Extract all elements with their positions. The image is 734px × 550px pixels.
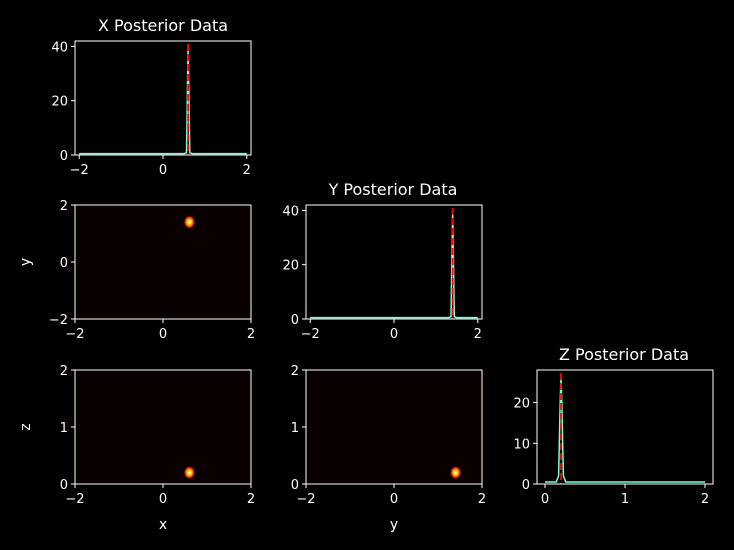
y-hist-xtick-label: −2 — [301, 327, 320, 342]
xy-joint-panel: y −2 0 2 −2 0 2 — [18, 199, 255, 342]
z-hist-xtick-label: 0 — [541, 492, 549, 507]
z-hist-ytick-label: 0 — [522, 478, 530, 493]
xz-heat-xtick-label: 0 — [159, 492, 167, 507]
xz-ylabel: z — [18, 423, 34, 430]
yz-heat-xtick-label: 0 — [390, 492, 398, 507]
yz-heat-ytick-label: 0 — [291, 478, 299, 493]
xz-heat-heat-background — [75, 370, 251, 484]
xy-heat-xtick-label: 0 — [159, 327, 167, 342]
y-hist-xtick-label: 0 — [390, 327, 398, 342]
xz-heat-xtick-label: −2 — [65, 492, 84, 507]
xy-heat-ytick-label: 2 — [60, 199, 68, 214]
xy-heat-density-peak — [183, 215, 196, 230]
z-posterior-title: Z Posterior Data — [559, 345, 689, 364]
yz-heat-ytick-label: 1 — [291, 421, 299, 436]
yz-heat-xtick-label: 2 — [478, 492, 486, 507]
x-hist-xtick-label: 0 — [159, 163, 167, 178]
y-hist-xtick-label: 2 — [474, 327, 482, 342]
z-hist-ytick-label: 10 — [513, 437, 530, 452]
xy-heat-xtick-label: 2 — [247, 327, 255, 342]
xz-heat-ytick-label: 1 — [60, 421, 68, 436]
z-hist-xtick-label: 1 — [621, 492, 629, 507]
y-hist-ytick-label: 40 — [282, 204, 299, 219]
yz-xlabel: y — [390, 517, 398, 533]
x-posterior-title: X Posterior Data — [98, 16, 228, 35]
y-hist-ytick-label: 0 — [291, 313, 299, 328]
xy-heat-ytick-label: 0 — [60, 256, 68, 271]
z-hist-ytick-label: 20 — [513, 397, 530, 412]
xz-heat-xtick-label: 2 — [247, 492, 255, 507]
z-hist-xtick-label: 2 — [701, 492, 709, 507]
xz-xlabel: x — [159, 517, 167, 533]
xz-heat-ytick-label: 2 — [60, 364, 68, 379]
y-hist-ytick-label: 20 — [282, 259, 299, 274]
x-hist-ytick-label: 0 — [60, 149, 68, 164]
xy-heat-ytick-label: −2 — [49, 313, 68, 328]
yz-heat-density-peak — [449, 465, 462, 480]
x-hist-ytick-label: 40 — [51, 40, 68, 55]
xy-ylabel: y — [18, 258, 34, 266]
x-hist-xtick-label: −2 — [70, 163, 89, 178]
xy-heat-heat-background — [75, 205, 251, 319]
xz-heat-density-peak — [183, 465, 196, 480]
x-hist-ytick-label: 20 — [51, 95, 68, 110]
xy-heat-xtick-label: −2 — [65, 327, 84, 342]
y-posterior-title: Y Posterior Data — [328, 180, 458, 199]
yz-heat-xtick-label: −2 — [296, 492, 315, 507]
xz-heat-ytick-label: 0 — [60, 478, 68, 493]
yz-heat-heat-background — [306, 370, 482, 484]
xy-joint-plot: −2 0 2 −2 0 2 — [49, 199, 255, 342]
yz-heat-ytick-label: 2 — [291, 364, 299, 379]
x-hist-xtick-label: 2 — [243, 163, 251, 178]
